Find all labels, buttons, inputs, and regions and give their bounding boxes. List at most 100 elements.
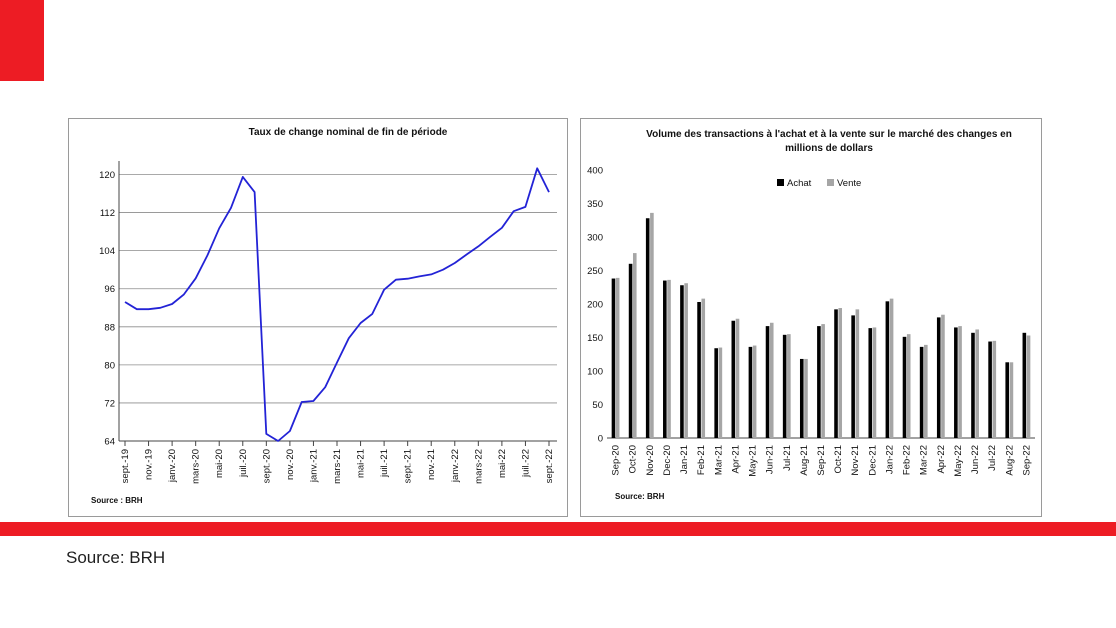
y-tick-label: 80 [104,360,115,371]
bar-achat [628,263,633,438]
bar-achat [936,317,941,438]
x-tick-label: Jan-22 [884,445,895,474]
x-tick-label: May-21 [748,445,759,477]
bar-vente [889,298,894,438]
x-tick-label: Feb-22 [902,445,913,475]
bar-vente [906,334,911,438]
y-tick-label: 200 [587,300,603,311]
bar-vente [958,326,962,438]
y-tick-label: 300 [587,233,603,244]
x-tick-label: Jun-21 [765,445,776,474]
y-tick-label: 0 [598,434,603,445]
corner-accent-block [0,0,44,81]
legend-swatch-achat [777,179,784,186]
x-tick-label: juil.-22 [520,449,531,478]
bar-achat [817,326,821,438]
bar-vente [1009,362,1014,438]
x-tick-label: mai-20 [214,449,225,478]
bar-vente [684,283,688,438]
bar-achat [851,315,855,438]
y-tick-label: 112 [100,208,115,219]
x-tick-label: Aug-22 [1004,445,1015,476]
y-tick-label: 72 [104,398,115,409]
bar-vente [992,340,997,438]
x-tick-label: Mar-22 [919,445,930,475]
bar-vente [1026,335,1031,438]
y-tick-label: 100 [587,367,603,378]
bar-achat [885,301,890,438]
footer-accent-band [0,522,1116,536]
y-tick-label: 64 [104,437,115,448]
x-tick-label: mars-21 [332,449,343,484]
x-tick-label: mars-20 [191,449,202,484]
y-tick-label: 400 [587,166,603,177]
x-tick-label: Aug-21 [799,445,810,476]
x-tick-label: Jan-21 [679,445,690,474]
bar-vente [718,347,723,438]
y-tick-label: 350 [587,199,603,210]
bar-achat [697,301,701,438]
exchange-rate-chart-panel: Taux de change nominal de fin de période… [68,118,568,517]
y-tick-label: 50 [592,400,603,411]
legend-swatch-vente [827,179,834,186]
bar-achat [782,334,787,438]
transactions-volume-chart-panel: Volume des transactions à l'achat et à l… [580,118,1042,517]
x-tick-label: Sep-22 [1021,445,1032,476]
x-tick-label: sept.-19 [120,449,131,483]
legend-label-vente: Vente [837,178,861,189]
slide-source-note: Source: BRH [66,548,166,567]
y-tick-label: 150 [587,333,603,344]
legend-label-achat: Achat [787,178,812,189]
line-chart-source: Source : BRH [91,496,143,505]
x-tick-label: janv.-22 [450,449,461,483]
x-tick-label: Dec-20 [662,445,673,476]
bar-achat [748,346,753,438]
x-tick-label: Mar-21 [713,445,724,475]
x-tick-label: nov.-19 [144,449,155,480]
x-tick-label: Jul-21 [782,445,793,471]
bar-achat [971,332,975,438]
bar-chart-source: Source: BRH [615,492,665,501]
x-tick-label: May-22 [953,445,964,477]
x-tick-label: Oct-20 [628,445,639,474]
bar-chart-title-line: Volume des transactions à l'achat et à l… [646,129,1012,140]
bar-vente [752,345,757,438]
bar-achat [714,348,718,438]
x-tick-label: sept.-22 [544,449,555,483]
x-tick-label: nov.-21 [426,449,437,480]
x-tick-label: mars-22 [473,449,484,484]
y-tick-label: 88 [104,322,115,333]
x-tick-label: Feb-21 [696,445,707,475]
bar-vente [804,358,808,438]
x-tick-label: juil.-20 [238,449,249,478]
y-tick-label: 120 [99,170,115,181]
bar-achat [663,280,667,438]
bar-achat [988,341,992,438]
x-tick-label: Sep-21 [816,445,827,476]
bar-vente [787,334,791,438]
bar-vente [975,329,979,438]
x-tick-label: janv.-20 [167,449,178,483]
x-tick-label: mai-21 [356,449,367,478]
bar-vente [667,279,671,438]
bar-vente [615,277,620,438]
bar-achat [765,326,770,438]
x-tick-label: Dec-21 [867,445,878,476]
x-tick-label: sept.-20 [261,449,272,483]
exchange-rate-line-chart: Taux de change nominal de fin de période… [91,127,557,505]
bar-vente [632,253,637,438]
bar-vente [821,324,825,438]
bar-achat [902,336,907,438]
bar-achat [1022,332,1027,438]
exchange-rate-series-line [124,167,550,442]
bar-achat [799,358,804,438]
x-tick-label: Jul-22 [987,445,998,471]
x-tick-label: juil.-21 [379,449,390,478]
x-tick-label: mai-22 [497,449,508,478]
line-chart-title: Taux de change nominal de fin de période [249,127,448,138]
y-tick-label: 96 [104,284,115,295]
bar-vente [650,212,654,438]
bar-vente [701,298,706,438]
transactions-volume-bar-chart: Volume des transactions à l'achat et à l… [587,129,1035,501]
x-tick-label: Nov-21 [850,445,861,476]
